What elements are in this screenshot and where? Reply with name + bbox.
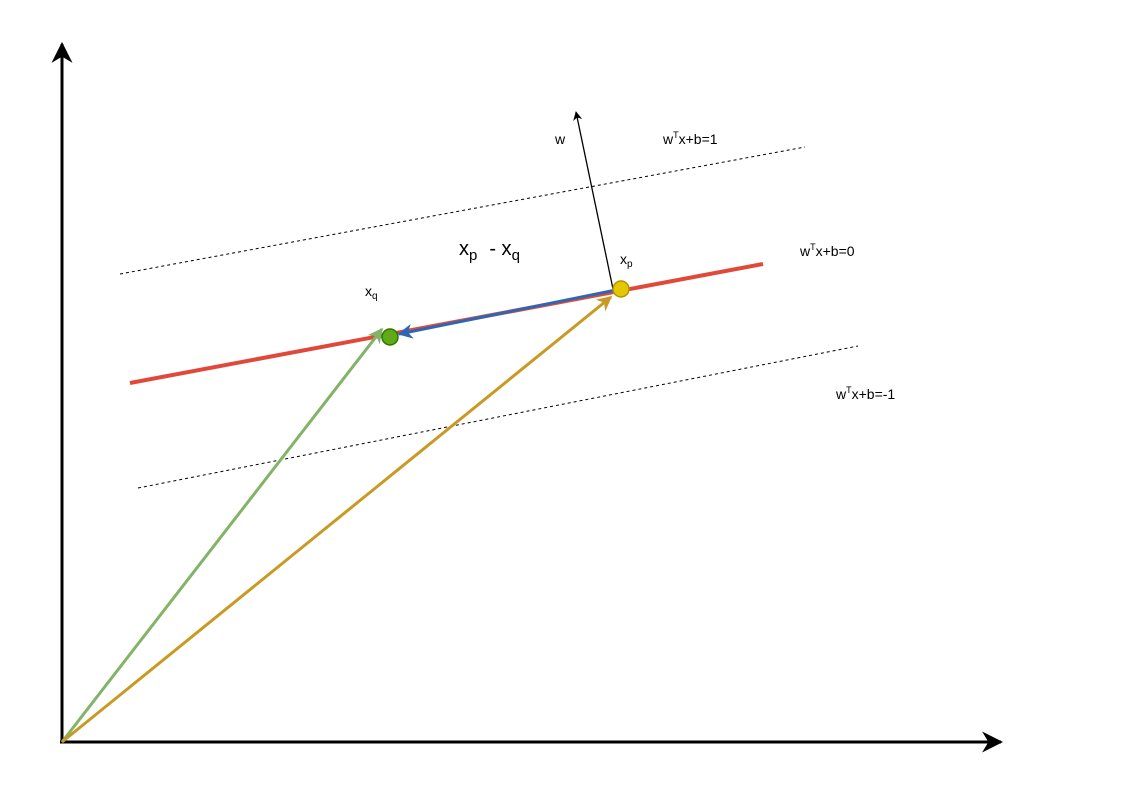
minus-margin-line <box>137 345 859 489</box>
label-sub: q <box>512 247 520 264</box>
label-part: x <box>365 283 372 299</box>
plus-margin-line <box>119 146 806 275</box>
plus-margin-label: wTx+b=1 <box>662 130 718 147</box>
point-q <box>381 328 399 346</box>
label-sup: T <box>673 130 679 140</box>
difference-vector <box>397 288 617 339</box>
point-p <box>612 280 630 298</box>
point-q-label: xq <box>365 283 378 302</box>
label-sub: p <box>469 247 477 264</box>
label-part: x+b=1 <box>679 131 718 147</box>
minus-margin-label: wTx+b=-1 <box>835 385 895 402</box>
xp-vector <box>61 295 613 744</box>
point-p-label: xp <box>620 251 633 270</box>
label-part: x <box>459 238 469 260</box>
label-sup: T <box>846 385 852 395</box>
label-sup: T <box>810 242 816 252</box>
label-part: w <box>835 386 847 402</box>
w-label: w <box>554 131 566 147</box>
label-sub: q <box>372 291 378 302</box>
xq-vector <box>60 327 384 743</box>
label-part: w <box>799 243 811 259</box>
difference-label: xp - xq <box>459 238 520 264</box>
label-sub: p <box>627 259 633 270</box>
w-vector <box>573 111 614 290</box>
label-part: x <box>620 251 627 267</box>
label-part: - x <box>489 238 511 260</box>
label-part: x+b=-1 <box>852 386 896 402</box>
hyperplane-label: wTx+b=0 <box>799 242 855 259</box>
label-part: x+b=0 <box>816 243 855 259</box>
label-part: w <box>662 131 674 147</box>
